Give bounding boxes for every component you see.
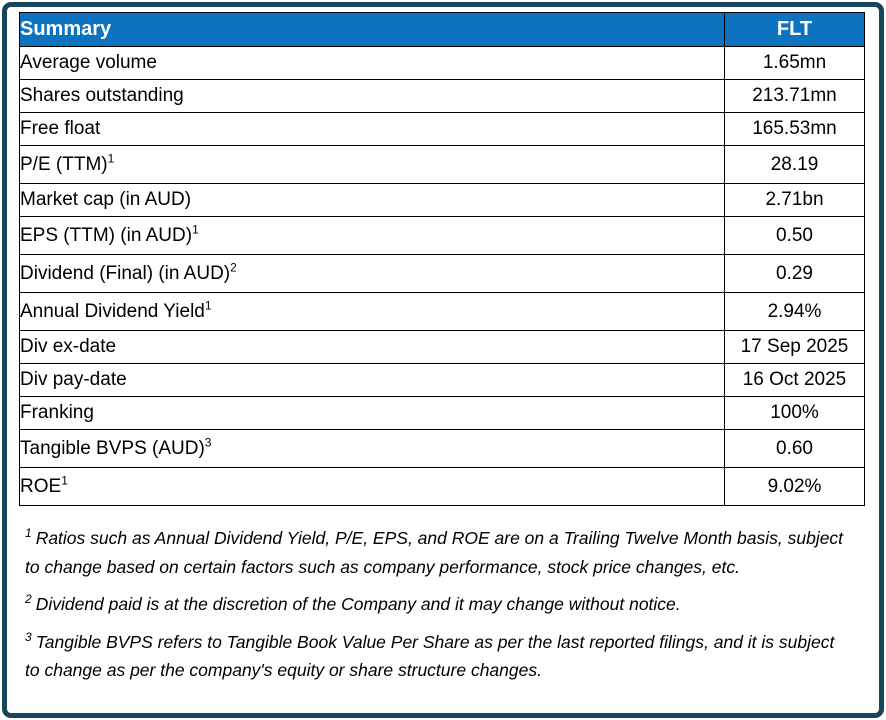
summary-table: Summary FLT Average volume 1.65mn Shares… bbox=[19, 12, 865, 506]
footnote-marker: 1 bbox=[192, 222, 199, 237]
table-header-row: Summary FLT bbox=[19, 12, 865, 47]
footnote-marker: 3 bbox=[204, 435, 212, 450]
table-row: Annual Dividend Yield1 2.94% bbox=[19, 292, 865, 331]
row-value: 2.71bn bbox=[724, 183, 865, 217]
row-label-text: ROE bbox=[20, 475, 62, 497]
row-label: ROE1 bbox=[19, 467, 725, 506]
footnote-2-text: Dividend paid is at the discretion of th… bbox=[35, 594, 681, 615]
row-label: Div ex-date bbox=[19, 330, 725, 364]
footnote-1: 1 Ratios such as Annual Dividend Yield, P… bbox=[25, 524, 851, 581]
row-value: 16 Oct 2025 bbox=[724, 363, 865, 397]
row-label-text: Free float bbox=[20, 118, 101, 139]
row-label: Shares outstanding bbox=[19, 79, 725, 113]
table-row: Div pay-date 16 Oct 2025 bbox=[19, 363, 865, 397]
header-ticker: FLT bbox=[724, 12, 865, 47]
table-row: Free float 165.53mn bbox=[19, 112, 865, 146]
footnote-marker: 1 bbox=[61, 473, 68, 488]
row-value: 9.02% bbox=[724, 467, 865, 506]
row-label-text: Div pay-date bbox=[20, 369, 127, 390]
footnote-marker: 1 bbox=[107, 151, 115, 166]
row-label: Div pay-date bbox=[19, 363, 725, 397]
table-row: Market cap (in AUD) 2.71bn bbox=[19, 183, 865, 217]
row-label: Franking bbox=[19, 396, 725, 430]
row-value: 2.94% bbox=[724, 292, 865, 331]
row-label: Dividend (Final) (in AUD)2 bbox=[19, 254, 725, 293]
row-label: Market cap (in AUD) bbox=[19, 183, 725, 217]
row-label-text: Dividend (Final) (in AUD) bbox=[20, 262, 231, 284]
row-label-text: Tangible BVPS (AUD) bbox=[20, 437, 205, 459]
row-label-text: Annual Dividend Yield bbox=[20, 300, 205, 322]
table-row: Div ex-date 17 Sep 2025 bbox=[19, 330, 865, 364]
row-value: 28.19 bbox=[724, 145, 865, 184]
row-value: 17 Sep 2025 bbox=[724, 330, 865, 364]
header-summary: Summary bbox=[19, 12, 725, 47]
footnote-3: 3 Tangible BVPS refers to Tangible Book V… bbox=[25, 628, 851, 685]
row-label: EPS (TTM) (in AUD)1 bbox=[19, 216, 725, 255]
footnote-marker: 1 bbox=[204, 298, 212, 313]
row-value: 0.60 bbox=[724, 429, 865, 468]
footnote-1-text: Ratios such as Annual Dividend Yield, P/… bbox=[25, 528, 844, 577]
row-value: 0.29 bbox=[724, 254, 865, 293]
row-label: Tangible BVPS (AUD)3 bbox=[19, 429, 725, 468]
table-row: Dividend (Final) (in AUD)2 0.29 bbox=[19, 254, 865, 293]
row-label-text: Franking bbox=[20, 402, 94, 423]
footnote-3-text: Tangible BVPS refers to Tangible Book Va… bbox=[25, 631, 835, 681]
row-label-text: Market cap (in AUD) bbox=[20, 189, 192, 210]
footnote-marker: 2 bbox=[230, 260, 237, 275]
row-value: 213.71mn bbox=[724, 79, 865, 113]
row-label-text: P/E (TTM) bbox=[20, 153, 108, 175]
row-label: Free float bbox=[19, 112, 725, 146]
row-label-text: EPS (TTM) (in AUD) bbox=[20, 224, 193, 246]
row-label: Annual Dividend Yield1 bbox=[19, 292, 725, 331]
row-label-text: Div ex-date bbox=[20, 336, 117, 357]
row-value: 0.50 bbox=[724, 216, 865, 255]
table-row: Shares outstanding 213.71mn bbox=[19, 79, 865, 113]
row-label: P/E (TTM)1 bbox=[19, 145, 725, 184]
table-row: Franking 100% bbox=[19, 396, 865, 430]
table-row: Tangible BVPS (AUD)3 0.60 bbox=[19, 429, 865, 468]
table-row: Average volume 1.65mn bbox=[19, 46, 865, 80]
footnote-2: 2 Dividend paid is at the discretion of t… bbox=[25, 590, 851, 619]
row-label-text: Average volume bbox=[20, 52, 157, 73]
table-row: ROE1 9.02% bbox=[19, 467, 865, 506]
table-row: P/E (TTM)1 28.19 bbox=[19, 145, 865, 184]
row-value: 165.53mn bbox=[724, 112, 865, 146]
row-label-text: Shares outstanding bbox=[20, 85, 184, 106]
footnote-2-marker: 2 bbox=[25, 592, 32, 607]
row-value: 1.65mn bbox=[724, 46, 865, 80]
row-value: 100% bbox=[724, 396, 865, 430]
table-row: EPS (TTM) (in AUD)1 0.50 bbox=[19, 216, 865, 255]
footnote-1-marker: 1 bbox=[25, 526, 32, 541]
row-label: Average volume bbox=[19, 46, 725, 80]
footnotes-section: 1 Ratios such as Annual Dividend Yield, P… bbox=[25, 524, 851, 694]
footnote-3-marker: 3 bbox=[25, 629, 32, 644]
